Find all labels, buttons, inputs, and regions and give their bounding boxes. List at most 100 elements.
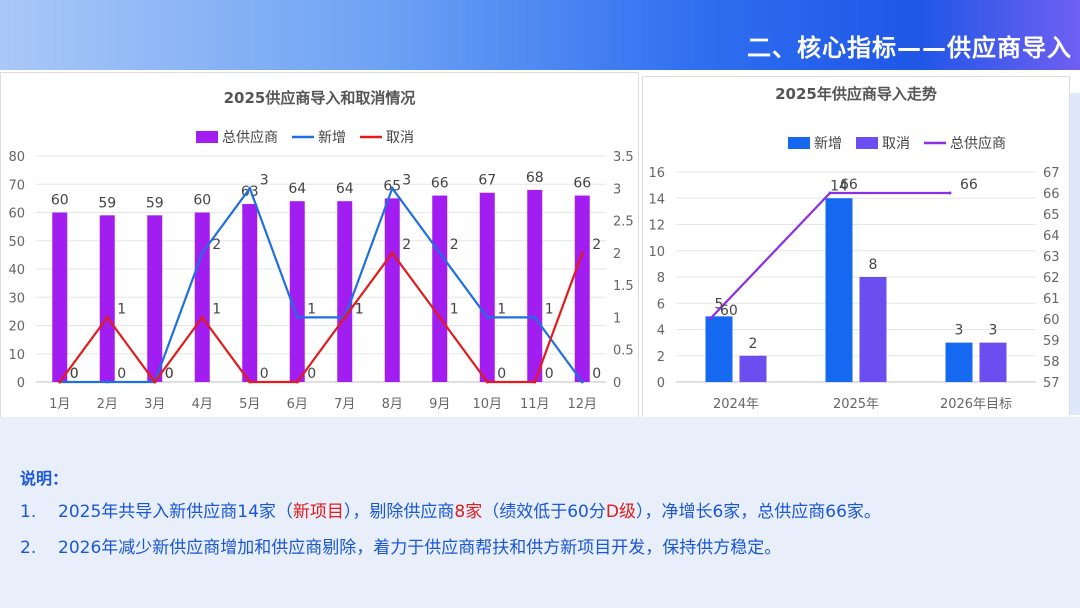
line-data-label: 1 — [545, 301, 554, 317]
notes-title: 说明： — [20, 469, 69, 488]
y-right-tick-label: 66 — [1043, 187, 1060, 202]
note-1-number: 1. — [20, 502, 37, 522]
line-point — [200, 315, 204, 319]
line-data-label: 60 — [720, 303, 738, 319]
y-right-tick-label: 63 — [1043, 250, 1060, 265]
line-point — [485, 380, 489, 384]
line-point — [200, 251, 204, 255]
line-data-label: 0 — [70, 366, 79, 382]
bar-data-label: 66 — [431, 176, 449, 192]
line-point — [533, 315, 537, 319]
line-point — [580, 380, 584, 384]
bar — [479, 192, 495, 382]
y-right-tick-label: 0 — [613, 376, 621, 391]
note-2-number: 2. — [20, 538, 37, 558]
y-left-tick-label: 50 — [8, 235, 25, 250]
bar-data-label: 3 — [955, 323, 964, 339]
bar — [147, 215, 163, 382]
bar-data-label: 68 — [526, 170, 544, 186]
x-tick-label: 4月 — [192, 397, 213, 412]
y-left-tick-label: 12 — [648, 219, 665, 234]
line-point — [390, 186, 394, 190]
line-data-label: 0 — [545, 366, 554, 382]
x-tick-label: 2月 — [97, 397, 118, 412]
chart-title: 2025年供应商导入走势 — [775, 85, 937, 103]
bar — [242, 204, 258, 382]
legend-label: 取消 — [882, 136, 910, 152]
bar — [705, 316, 733, 382]
x-tick-label: 2025年 — [833, 397, 879, 412]
line-data-label: 0 — [70, 366, 79, 382]
bar-data-label: 64 — [336, 181, 354, 197]
legend-swatch — [856, 137, 878, 149]
y-right-tick-label: 58 — [1043, 355, 1060, 370]
bar-data-label: 2 — [749, 336, 758, 352]
legend-swatch — [196, 131, 218, 143]
x-tick-label: 5月 — [239, 397, 260, 412]
bar-data-label: 5 — [715, 296, 724, 312]
bar — [384, 198, 400, 382]
note-1-text-b: ），剔除供应商 — [343, 502, 455, 522]
bar — [289, 201, 305, 382]
bar-data-label: 14 — [830, 178, 848, 194]
x-tick-label: 3月 — [144, 397, 165, 412]
bar — [979, 342, 1007, 382]
note-1-highlight-c: D级 — [605, 502, 636, 522]
bar-data-label: 3 — [989, 323, 998, 339]
note-line-2: 2. 2026年减少新供应商增加和供应商剔除，着力于供应商帮扶和供方新项目开发，保… — [20, 533, 781, 558]
bar-data-label: 67 — [478, 173, 496, 189]
header-banner: 二、核心指标——供应商导入 — [0, 0, 1080, 70]
x-tick-label: 1月 — [49, 397, 70, 412]
line-data-label: 1 — [497, 301, 506, 317]
x-tick-label: 2026年目标 — [940, 397, 1012, 412]
legend-swatch — [788, 137, 810, 149]
line-data-label: 66 — [960, 177, 978, 193]
bar — [739, 355, 767, 382]
line-data-label: 3 — [260, 172, 269, 188]
import-trend-chart: 2025年供应商导入走势0246810121416575859606162636… — [648, 85, 1060, 412]
line-data-label: 3 — [402, 172, 411, 188]
line-data-label: 2 — [402, 237, 411, 253]
line-point — [948, 191, 952, 195]
line-data-label: 66 — [840, 177, 858, 193]
note-1-highlight-a: 新项目 — [292, 502, 344, 522]
chart-panel-monthly: 2025供应商导入和取消情况 0 10 20 30 40 50 60 70 80 0 0.5 1 1.5 2… — [0, 72, 639, 419]
y-right-tick-label: 62 — [1043, 271, 1060, 286]
bar-data-label: 66 — [573, 176, 591, 192]
bar — [52, 212, 68, 382]
y-left-tick-label: 4 — [657, 324, 665, 339]
y-left-tick-label: 6 — [657, 297, 665, 312]
line-point — [295, 380, 299, 384]
y-right-tick-label: 64 — [1043, 229, 1060, 244]
bar — [945, 342, 973, 382]
line-data-label: 0 — [165, 366, 174, 382]
line-point — [438, 251, 442, 255]
y-right-tick-label: 2 — [613, 247, 621, 262]
line-data-label: 0 — [165, 366, 174, 382]
line-data-label: 0 — [260, 366, 269, 382]
y-left-tick-label: 60 — [8, 207, 25, 222]
note-1-text-d: ），净增长6家，总供应商66家。 — [635, 502, 881, 522]
y-right-tick-label: 59 — [1043, 334, 1060, 349]
y-left-tick-label: 70 — [8, 178, 25, 193]
line-data-label: 1 — [117, 301, 126, 317]
legend-label: 取消 — [386, 130, 414, 146]
y-right-tick-label: 67 — [1043, 166, 1060, 181]
y-left-tick-label: 40 — [8, 263, 25, 278]
note-1-highlight-b: 8家 — [454, 502, 483, 522]
y-left-tick-label: 10 — [648, 245, 665, 260]
line-point — [343, 315, 347, 319]
line-data-label: 1 — [307, 301, 316, 317]
bar-data-label: 59 — [146, 195, 164, 211]
chart-panel-trend: 2025年供应商导入走势 0 2 4 6 8 10 12 14 16 57 58 59 60 61 62 63 6… — [642, 76, 1070, 419]
line-point — [248, 186, 252, 190]
legend-label: 总供应商 — [222, 129, 278, 146]
line-point — [828, 191, 832, 195]
y-right-tick-label: 61 — [1043, 292, 1060, 307]
y-right-tick-label: 60 — [1043, 313, 1060, 328]
bar — [825, 198, 853, 382]
line-point — [390, 251, 394, 255]
line-data-label: 0 — [117, 366, 126, 382]
bar — [574, 195, 590, 382]
line-point — [708, 317, 712, 321]
